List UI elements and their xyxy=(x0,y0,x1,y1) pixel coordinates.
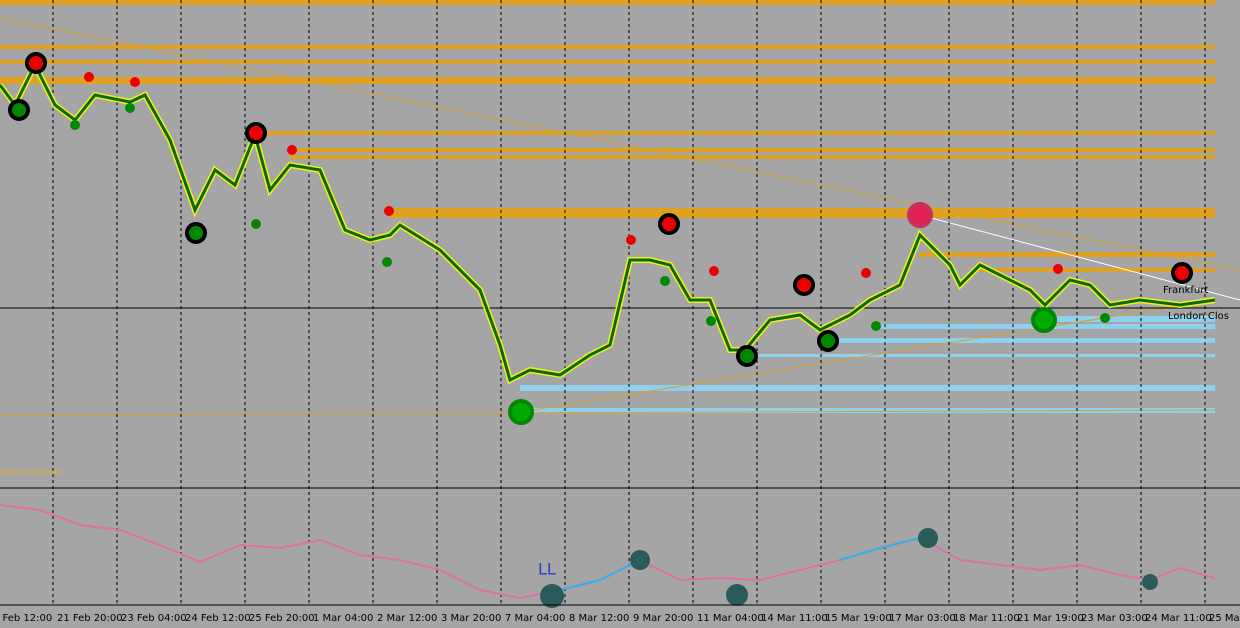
time-label: 24 Mar 11:00 xyxy=(1145,613,1212,624)
resistance-zones xyxy=(0,0,1215,272)
time-label: 3 Mar 20:00 xyxy=(441,613,501,624)
oscillator-up xyxy=(839,537,921,561)
price-line-outline xyxy=(0,58,1216,385)
time-label: 24 Feb 12:00 xyxy=(185,613,251,624)
session-label: Frankfurt xyxy=(1163,285,1208,296)
time-label: 8 Mar 12:00 xyxy=(569,613,629,624)
time-label: 18 Mar 11:00 xyxy=(953,613,1020,624)
time-label: 23 Mar 03:00 xyxy=(1081,613,1148,624)
time-label: 21 Feb 20:00 xyxy=(57,613,123,624)
time-label: 17 Mar 03:00 xyxy=(889,613,956,624)
time-label: 11 Mar 04:00 xyxy=(697,613,764,624)
time-label: 7 Mar 04:00 xyxy=(505,613,565,624)
watermark: essons.in/Forex xyxy=(0,468,62,477)
time-label: 25 Mar xyxy=(1209,613,1240,624)
oscillator-up xyxy=(559,559,641,591)
session-label: London Clos xyxy=(1168,311,1229,322)
time-label: 15 Mar 19:00 xyxy=(825,613,892,624)
oscillator-signals xyxy=(540,528,1158,608)
time-grid xyxy=(52,0,1206,605)
time-label: 2 Mar 12:00 xyxy=(377,613,437,624)
time-label: 1 Mar 04:00 xyxy=(313,613,373,624)
support-zones xyxy=(520,316,1215,413)
time-label: 9 Mar 20:00 xyxy=(633,613,693,624)
swing-markers xyxy=(8,52,1193,425)
time-label: 23 Feb 04:00 xyxy=(121,613,187,624)
time-label: 3 Feb 12:00 xyxy=(0,613,52,624)
indicator-label: LL xyxy=(538,560,556,579)
time-label: 25 Feb 20:00 xyxy=(249,613,315,624)
fractal-dots xyxy=(70,72,1110,331)
time-label: 21 Mar 19:00 xyxy=(1017,613,1084,624)
price-line xyxy=(0,61,1216,383)
oscillator-line xyxy=(0,504,1216,600)
time-label: 14 Mar 11:00 xyxy=(761,613,828,624)
